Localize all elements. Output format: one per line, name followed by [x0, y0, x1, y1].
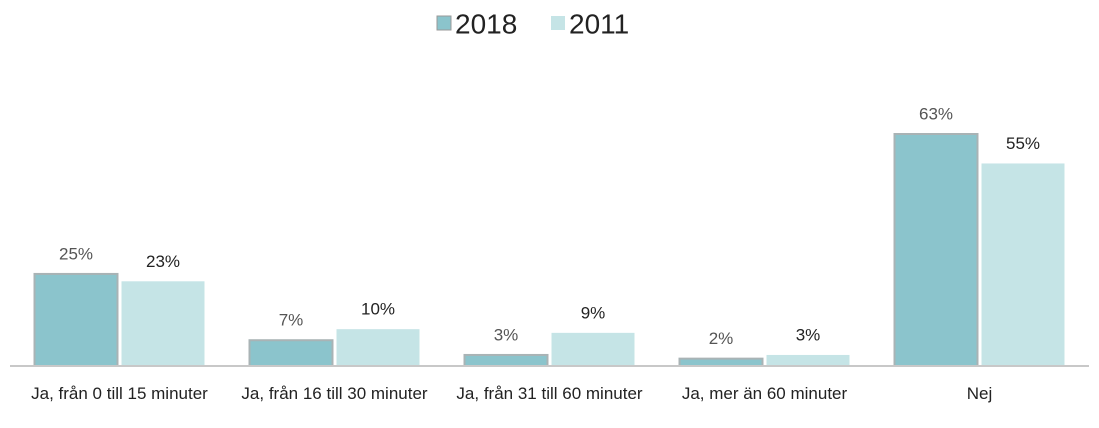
legend-swatch	[436, 15, 452, 31]
x-tick-label: Ja, från 16 till 30 minuter	[241, 384, 428, 403]
x-tick-label: Ja, från 0 till 15 minuter	[31, 384, 208, 403]
bar	[551, 332, 635, 366]
bar	[121, 281, 205, 366]
data-label: 25%	[59, 244, 93, 263]
data-label: 63%	[919, 104, 953, 123]
bar	[33, 272, 119, 367]
bar	[248, 339, 334, 368]
bar	[678, 357, 764, 367]
bar	[893, 133, 979, 367]
data-label: 23%	[146, 252, 180, 271]
bar	[766, 354, 850, 366]
bar	[981, 163, 1065, 366]
x-tick-label: Ja, från 31 till 60 minuter	[456, 384, 643, 403]
data-label: 7%	[279, 311, 304, 330]
data-label: 9%	[581, 303, 606, 322]
data-label: 2%	[709, 329, 734, 348]
data-label: 55%	[1006, 134, 1040, 153]
x-tick-label: Ja, mer än 60 minuter	[681, 384, 848, 403]
x-tick-label: Nej	[966, 384, 993, 403]
bar	[336, 329, 420, 366]
data-label: 10%	[361, 300, 395, 319]
legend-swatch	[551, 16, 565, 30]
data-label: 3%	[796, 325, 821, 344]
legend-label: 2011	[569, 8, 629, 39]
data-label: 3%	[494, 325, 519, 344]
bar	[463, 353, 549, 368]
legend-label: 2018	[455, 8, 517, 39]
